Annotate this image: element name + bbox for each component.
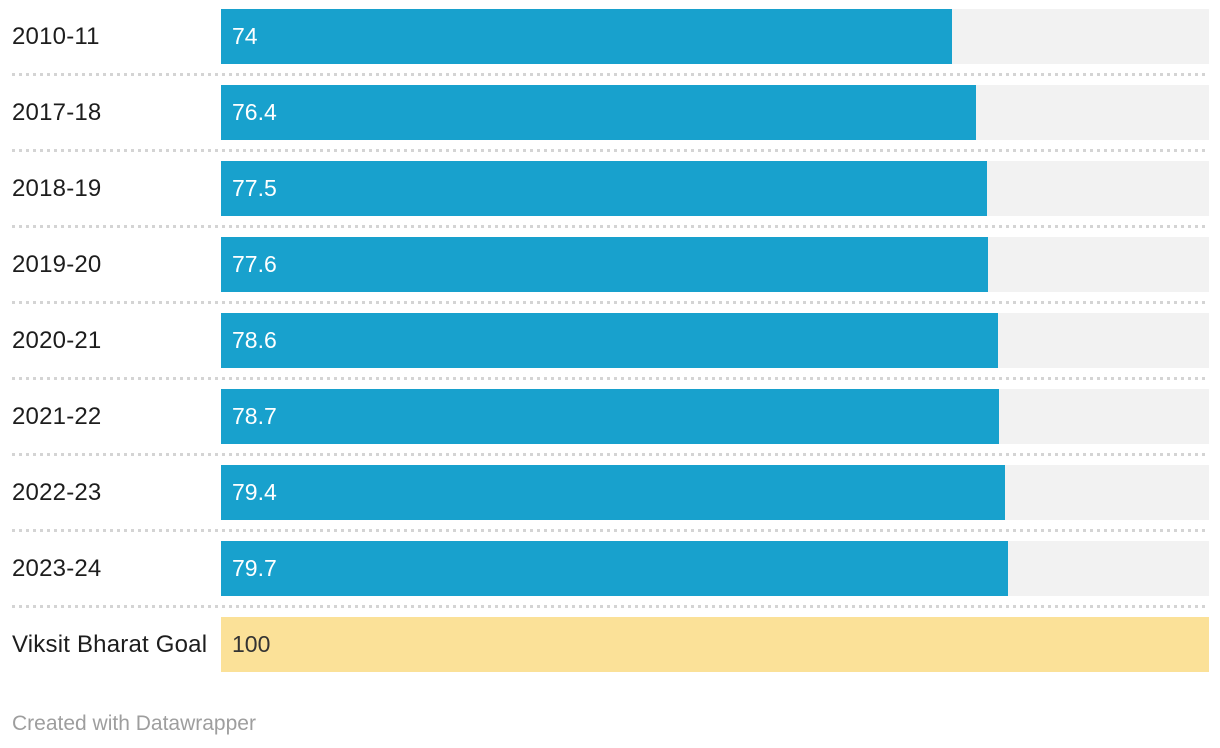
bar-track: 79.4 <box>221 465 1209 520</box>
bar-value-label: 77.5 <box>232 175 277 201</box>
bar-track: 77.5 <box>221 161 1209 216</box>
bar-track: 100 <box>221 617 1209 672</box>
chart-row: 2010-11 74 <box>12 0 1209 73</box>
bar-track: 78.6 <box>221 313 1209 368</box>
value-bar: 77.5 <box>221 161 987 216</box>
chart-row: 2020-21 78.6 <box>12 304 1209 377</box>
value-bar: 78.6 <box>221 313 998 368</box>
bar-value-label: 77.6 <box>232 251 277 277</box>
category-label: 2018-19 <box>12 174 102 202</box>
chart-row: 2023-24 79.7 <box>12 532 1209 605</box>
value-bar: 77.6 <box>221 237 988 292</box>
category-label: 2019-20 <box>12 250 102 278</box>
bar-track: 77.6 <box>221 237 1209 292</box>
attribution-text: Created with Datawrapper <box>12 712 256 735</box>
category-label: 2017-18 <box>12 98 102 126</box>
goal-bar: 100 <box>221 617 1209 672</box>
value-bar: 79.7 <box>221 541 1009 596</box>
category-label: 2010-11 <box>12 22 100 50</box>
bar-value-label: 76.4 <box>232 99 277 125</box>
value-bar: 76.4 <box>221 85 976 140</box>
chart-row: 2017-18 76.4 <box>12 76 1209 149</box>
bar-track: 74 <box>221 9 1209 64</box>
chart-row: 2022-23 79.4 <box>12 456 1209 529</box>
category-label: Viksit Bharat Goal <box>12 630 208 658</box>
category-label: 2023-24 <box>12 554 102 582</box>
bar-value-label: 100 <box>232 631 271 657</box>
row-separator <box>12 453 1209 456</box>
row-separator <box>12 149 1209 152</box>
row-separator <box>12 301 1209 304</box>
bar-track: 79.7 <box>221 541 1209 596</box>
row-separator <box>12 377 1209 380</box>
row-separator <box>12 529 1209 532</box>
bar-track: 76.4 <box>221 85 1209 140</box>
value-bar: 74 <box>221 9 953 64</box>
category-label: 2020-21 <box>12 326 102 354</box>
chart-row: 2019-20 77.6 <box>12 228 1209 301</box>
chart-row: 2018-19 77.5 <box>12 152 1209 225</box>
value-bar: 78.7 <box>221 389 999 444</box>
row-separator <box>12 73 1209 76</box>
bar-value-label: 78.6 <box>232 327 277 353</box>
category-label: 2022-23 <box>12 478 102 506</box>
bar-value-label: 79.4 <box>232 479 277 505</box>
bar-track: 78.7 <box>221 389 1209 444</box>
category-label: 2021-22 <box>12 402 102 430</box>
bar-value-label: 78.7 <box>232 403 277 429</box>
row-separator <box>12 605 1209 608</box>
bar-value-label: 79.7 <box>232 555 277 581</box>
chart-row: 2021-22 78.7 <box>12 380 1209 453</box>
bar-value-label: 74 <box>232 23 258 49</box>
chart-rows: 2010-11 74 2017-18 76.4 2018-19 77.5 2019-20 77… <box>12 0 1209 681</box>
chart-row: Viksit Bharat Goal 100 <box>12 608 1209 681</box>
value-bar: 79.4 <box>221 465 1006 520</box>
row-separator <box>12 225 1209 228</box>
